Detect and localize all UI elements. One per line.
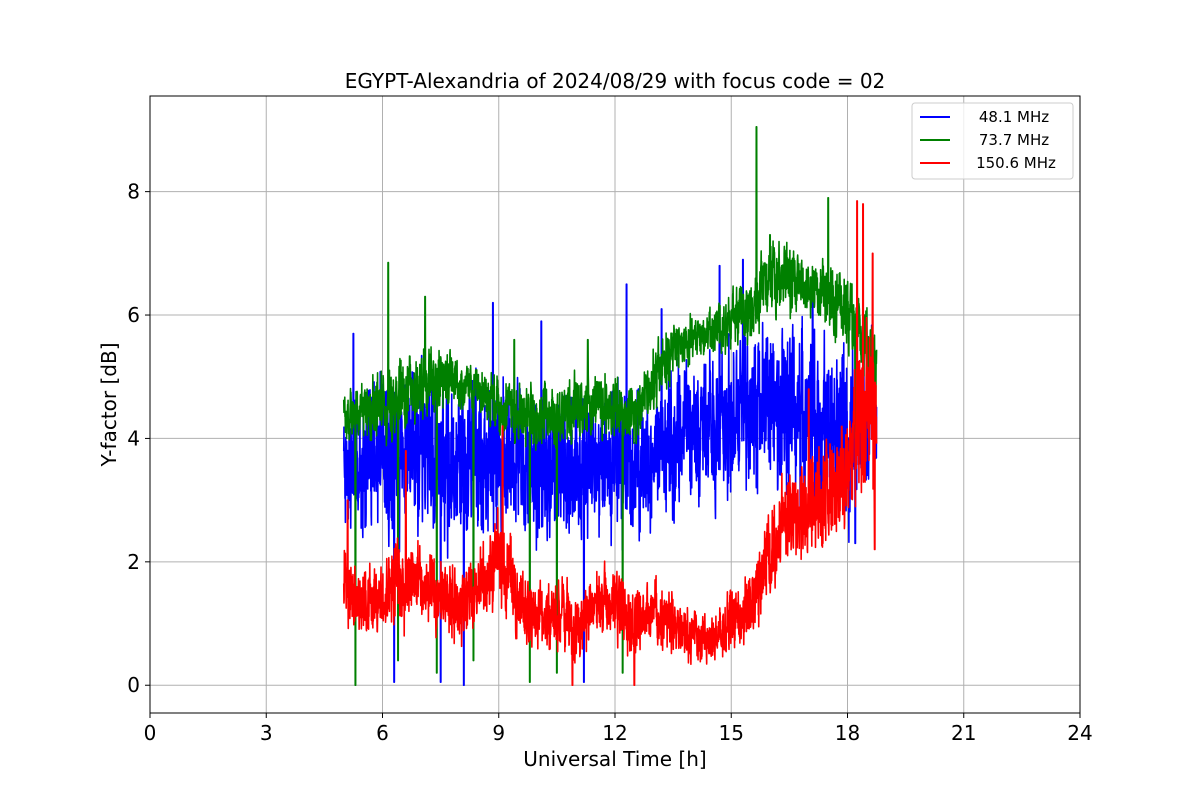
y-axis-ticks: 0 2 4 6 8	[127, 180, 150, 697]
legend: 48.1 MHz 73.7 MHz 150.6 MHz	[911, 102, 1074, 180]
x-tick-label: 3	[260, 721, 273, 745]
x-tick-label: 15	[719, 721, 744, 745]
series-150mhz-line	[342, 200, 878, 687]
x-tick-label: 0	[144, 721, 157, 745]
x-tick-label: 24	[1067, 721, 1092, 745]
y-tick-label: 2	[127, 550, 140, 574]
series-73mhz-line	[342, 126, 878, 687]
legend-label-150mhz: 150.6 MHz	[976, 154, 1056, 172]
legend-label-73mhz: 73.7 MHz	[979, 131, 1049, 149]
x-tick-label: 18	[835, 721, 860, 745]
y-tick-label: 4	[127, 426, 140, 450]
y-tick-label: 0	[127, 673, 140, 697]
y-tick-label: 6	[127, 303, 140, 327]
legend-box	[911, 102, 1074, 180]
y-axis-label: Y-factor [dB]	[97, 342, 121, 467]
legend-label-48mhz: 48.1 MHz	[979, 108, 1049, 126]
x-axis-label: Universal Time [h]	[523, 747, 706, 771]
x-tick-label: 21	[951, 721, 976, 745]
x-tick-label: 9	[492, 721, 505, 745]
x-tick-label: 6	[376, 721, 389, 745]
y-tick-label: 8	[127, 180, 140, 204]
x-tick-label: 12	[602, 721, 627, 745]
plot-layer	[342, 126, 878, 687]
chart-title: EGYPT-Alexandria of 2024/08/29 with focu…	[345, 69, 886, 93]
x-axis-ticks: 0 3 6 9 12 15 18 21 24	[144, 713, 1093, 745]
series-48mhz-line	[342, 258, 878, 687]
